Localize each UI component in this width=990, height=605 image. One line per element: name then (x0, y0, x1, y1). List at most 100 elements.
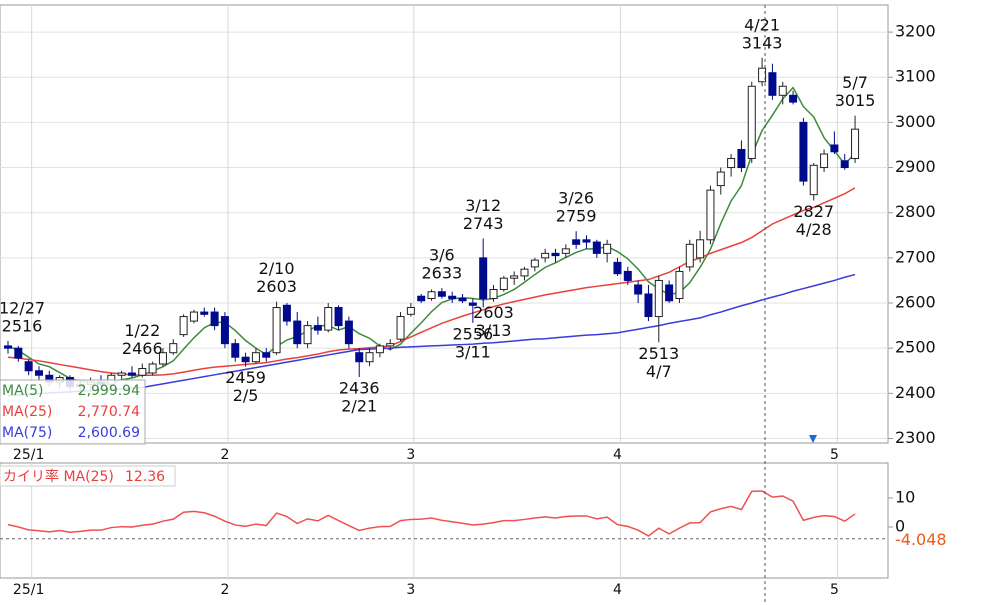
annotation-date: 1/22 (124, 321, 160, 340)
candle-body (24, 361, 33, 372)
annotation-date: 3/13 (476, 321, 512, 340)
sub-legend-box (0, 465, 176, 487)
candle-body (200, 311, 209, 315)
annotation-value: 2459 (225, 368, 266, 387)
legend-name: MA(5) (2, 383, 44, 399)
annotation-date: 2/21 (341, 397, 377, 416)
candle-body (768, 72, 777, 96)
annotation-value: 2516 (2, 316, 43, 335)
candle-body (365, 352, 374, 363)
x-tick-label: 3 (406, 582, 415, 598)
candle-body (313, 325, 322, 331)
x-tick-label: 2 (220, 582, 229, 598)
candle-body (272, 307, 281, 354)
candle-body (510, 275, 519, 279)
candle-body (830, 144, 839, 153)
legend-box (0, 379, 146, 445)
annotation-value: 2603 (473, 303, 514, 322)
legend-value: 2,770.74 (78, 404, 140, 420)
candle-body (530, 259, 539, 268)
annotation-date: 3/26 (558, 189, 594, 208)
cursor-value: -4.048 (895, 530, 947, 549)
y-tick-label: 0 (895, 516, 905, 535)
annotation-value: 2436 (339, 379, 380, 398)
x-tick-label: 4 (613, 447, 622, 463)
annotation-value: 2827 (793, 202, 834, 221)
candle-body (355, 352, 364, 363)
candle-body (809, 164, 818, 196)
candle-body (210, 311, 219, 327)
ma-line (7, 187, 856, 377)
annotation-date: 2/10 (259, 259, 295, 278)
y-tick-label: 2300 (895, 428, 936, 447)
candle-body (727, 158, 736, 169)
annotation-value: 2556 (452, 324, 493, 343)
candle-body (158, 352, 167, 365)
annotation-value: 2633 (422, 264, 463, 283)
candle-body (851, 128, 860, 160)
legend-value: 2,999.94 (78, 383, 140, 399)
candle-body (148, 363, 157, 374)
y-tick-label: 2400 (895, 383, 936, 402)
candle-body (541, 252, 550, 259)
deviation-line (7, 490, 856, 537)
candle-body (665, 284, 674, 302)
candle-body (551, 252, 560, 257)
candle-body (592, 241, 601, 254)
annotation-date: 4/21 (744, 15, 780, 34)
annotation-date: 2/5 (233, 386, 259, 405)
sub-readout: 12.36 (125, 469, 165, 485)
candle-body (189, 311, 198, 322)
y-tick-label: 2800 (895, 202, 936, 221)
x-tick-label: 5 (830, 447, 839, 463)
candle-body (324, 307, 333, 331)
y-tick-label: 3000 (895, 112, 936, 131)
annotation-value: 2743 (463, 214, 504, 233)
candle-body (396, 316, 405, 340)
candle-body (623, 270, 632, 281)
candle-body (262, 352, 271, 358)
candle-body (675, 270, 684, 300)
candle-body (458, 298, 467, 302)
annotation-date: 3/6 (429, 246, 455, 265)
legend-name: MA(75) (2, 425, 52, 441)
candle-body (758, 67, 767, 83)
candle-body (127, 372, 136, 376)
y-tick-label: 2900 (895, 157, 936, 176)
x-tick-label: 5 (830, 582, 839, 598)
annotation-date: 3/12 (465, 196, 501, 215)
candle-body (169, 343, 178, 354)
annotation-date: 3/11 (455, 342, 491, 361)
candle-body (220, 316, 229, 345)
candle-body (706, 189, 715, 241)
candle-body (520, 268, 529, 277)
x-tick-label: 25/1 (13, 447, 44, 463)
candle-body (417, 295, 426, 302)
x-tick-label: 4 (613, 582, 622, 598)
candle-body (406, 307, 415, 315)
candle-body (293, 320, 302, 345)
candle-body (138, 367, 147, 376)
annotation-value: 2513 (638, 344, 679, 363)
candle-body (241, 356, 250, 363)
annotation-value: 3015 (835, 91, 876, 110)
candle-body (448, 295, 457, 300)
candle-body (603, 243, 612, 254)
candle-body (344, 320, 353, 345)
annotation-date: 12/27 (0, 298, 45, 317)
annotation-value: 2759 (556, 207, 597, 226)
candle-body (634, 284, 643, 295)
candle-body (696, 239, 705, 259)
y-tick-label: 2500 (895, 338, 936, 357)
candle-body (334, 307, 343, 327)
x-tick-label: 2 (220, 447, 229, 463)
candle-body (778, 85, 787, 96)
candle-body (282, 304, 291, 322)
candle-body (561, 248, 570, 254)
legend-value: 2,600.69 (78, 425, 140, 441)
y-tick-label: 3100 (895, 67, 936, 86)
y-tick-label: 2700 (895, 247, 936, 266)
y-tick-label: 3200 (895, 22, 936, 41)
candle-body (117, 372, 126, 376)
